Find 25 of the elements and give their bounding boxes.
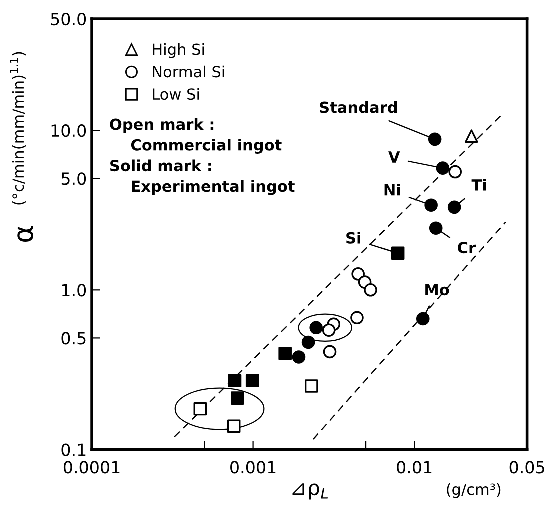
annotation: Open mark : Commercial ingot Solid mark : Experimental ingot bbox=[110, 118, 295, 196]
text: (°c/min(mm/min)$^{1.1}$) bbox=[10, 52, 26, 205]
annotation: V bbox=[388, 152, 400, 163]
y-tick-label: 5.0 bbox=[62, 172, 86, 186]
legend-label: High Si bbox=[153, 43, 204, 58]
y-tick-label: 0.1 bbox=[62, 444, 86, 456]
x-tick-label: 0.0001 bbox=[64, 461, 120, 474]
annotation: Mo bbox=[426, 284, 450, 296]
y-tick-label: 1.0 bbox=[62, 284, 86, 297]
annotation: Standard bbox=[320, 101, 398, 114]
legend-label: Normal Si bbox=[153, 66, 224, 78]
y-tick-label: 0.5 bbox=[62, 332, 86, 345]
annotation: Si bbox=[346, 232, 360, 244]
annotation: Ni bbox=[384, 184, 400, 196]
x-tick-label: 0.001 bbox=[230, 461, 276, 474]
x-tick-label: 0.01 bbox=[397, 461, 432, 474]
legend-label: Low Si bbox=[153, 88, 200, 100]
x-axis-title: ⊿ρ$_{L}$ bbox=[292, 484, 328, 500]
y-tick-label: 50.0 bbox=[51, 12, 86, 26]
annotation: Cr bbox=[458, 242, 476, 254]
y-tick-label: 10.0 bbox=[52, 124, 86, 138]
annotation: Ti bbox=[472, 179, 486, 191]
y-axis-title: α bbox=[18, 226, 34, 242]
x-tick-label: 0.05 bbox=[510, 461, 544, 474]
text: (g/cm³) bbox=[447, 483, 501, 498]
